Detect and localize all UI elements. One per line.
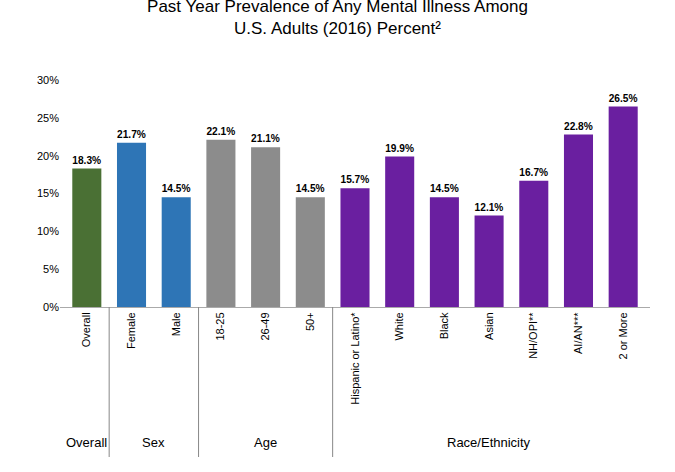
svg-text:30%: 30% xyxy=(37,74,59,86)
svg-text:25%: 25% xyxy=(37,112,59,124)
svg-text:Asian: Asian xyxy=(483,312,495,340)
svg-text:2 or More: 2 or More xyxy=(617,312,629,359)
svg-text:14.5%: 14.5% xyxy=(296,183,325,194)
svg-text:Race/Ethnicity: Race/Ethnicity xyxy=(447,435,531,450)
svg-text:NH/OPI**: NH/OPI** xyxy=(527,312,539,359)
svg-text:0%: 0% xyxy=(43,301,59,313)
svg-text:White: White xyxy=(393,312,405,340)
svg-text:Male: Male xyxy=(170,312,182,336)
svg-text:50+: 50+ xyxy=(304,312,316,331)
svg-text:18.3%: 18.3% xyxy=(72,155,101,166)
svg-text:22.1%: 22.1% xyxy=(206,126,235,137)
svg-text:18-25: 18-25 xyxy=(214,312,226,340)
svg-text:Hispanic or Latino*: Hispanic or Latino* xyxy=(349,312,361,405)
svg-text:16.7%: 16.7% xyxy=(519,167,548,178)
svg-text:22.8%: 22.8% xyxy=(564,121,593,132)
svg-text:10%: 10% xyxy=(37,225,59,237)
svg-text:20%: 20% xyxy=(37,150,59,162)
svg-text:19.9%: 19.9% xyxy=(385,143,414,154)
svg-text:Age: Age xyxy=(254,435,277,450)
svg-text:14.5%: 14.5% xyxy=(430,183,459,194)
svg-text:15%: 15% xyxy=(37,187,59,199)
svg-text:5%: 5% xyxy=(43,263,59,275)
svg-text:21.1%: 21.1% xyxy=(251,133,280,144)
svg-text:Overall: Overall xyxy=(66,435,107,450)
svg-text:Black: Black xyxy=(438,312,450,339)
svg-text:Sex: Sex xyxy=(142,435,165,450)
svg-text:14.5%: 14.5% xyxy=(162,183,191,194)
svg-text:Past Year Prevalence of Any Me: Past Year Prevalence of Any Mental Illne… xyxy=(147,0,528,38)
svg-text:Overall: Overall xyxy=(80,312,92,347)
svg-text:15.7%: 15.7% xyxy=(340,174,369,185)
svg-text:Female: Female xyxy=(125,312,137,349)
svg-text:26.5%: 26.5% xyxy=(609,93,638,104)
svg-text:AI/AN***: AI/AN*** xyxy=(572,312,584,354)
svg-text:26-49: 26-49 xyxy=(259,312,271,340)
svg-text:21.7%: 21.7% xyxy=(117,129,146,140)
svg-text:12.1%: 12.1% xyxy=(475,202,504,213)
